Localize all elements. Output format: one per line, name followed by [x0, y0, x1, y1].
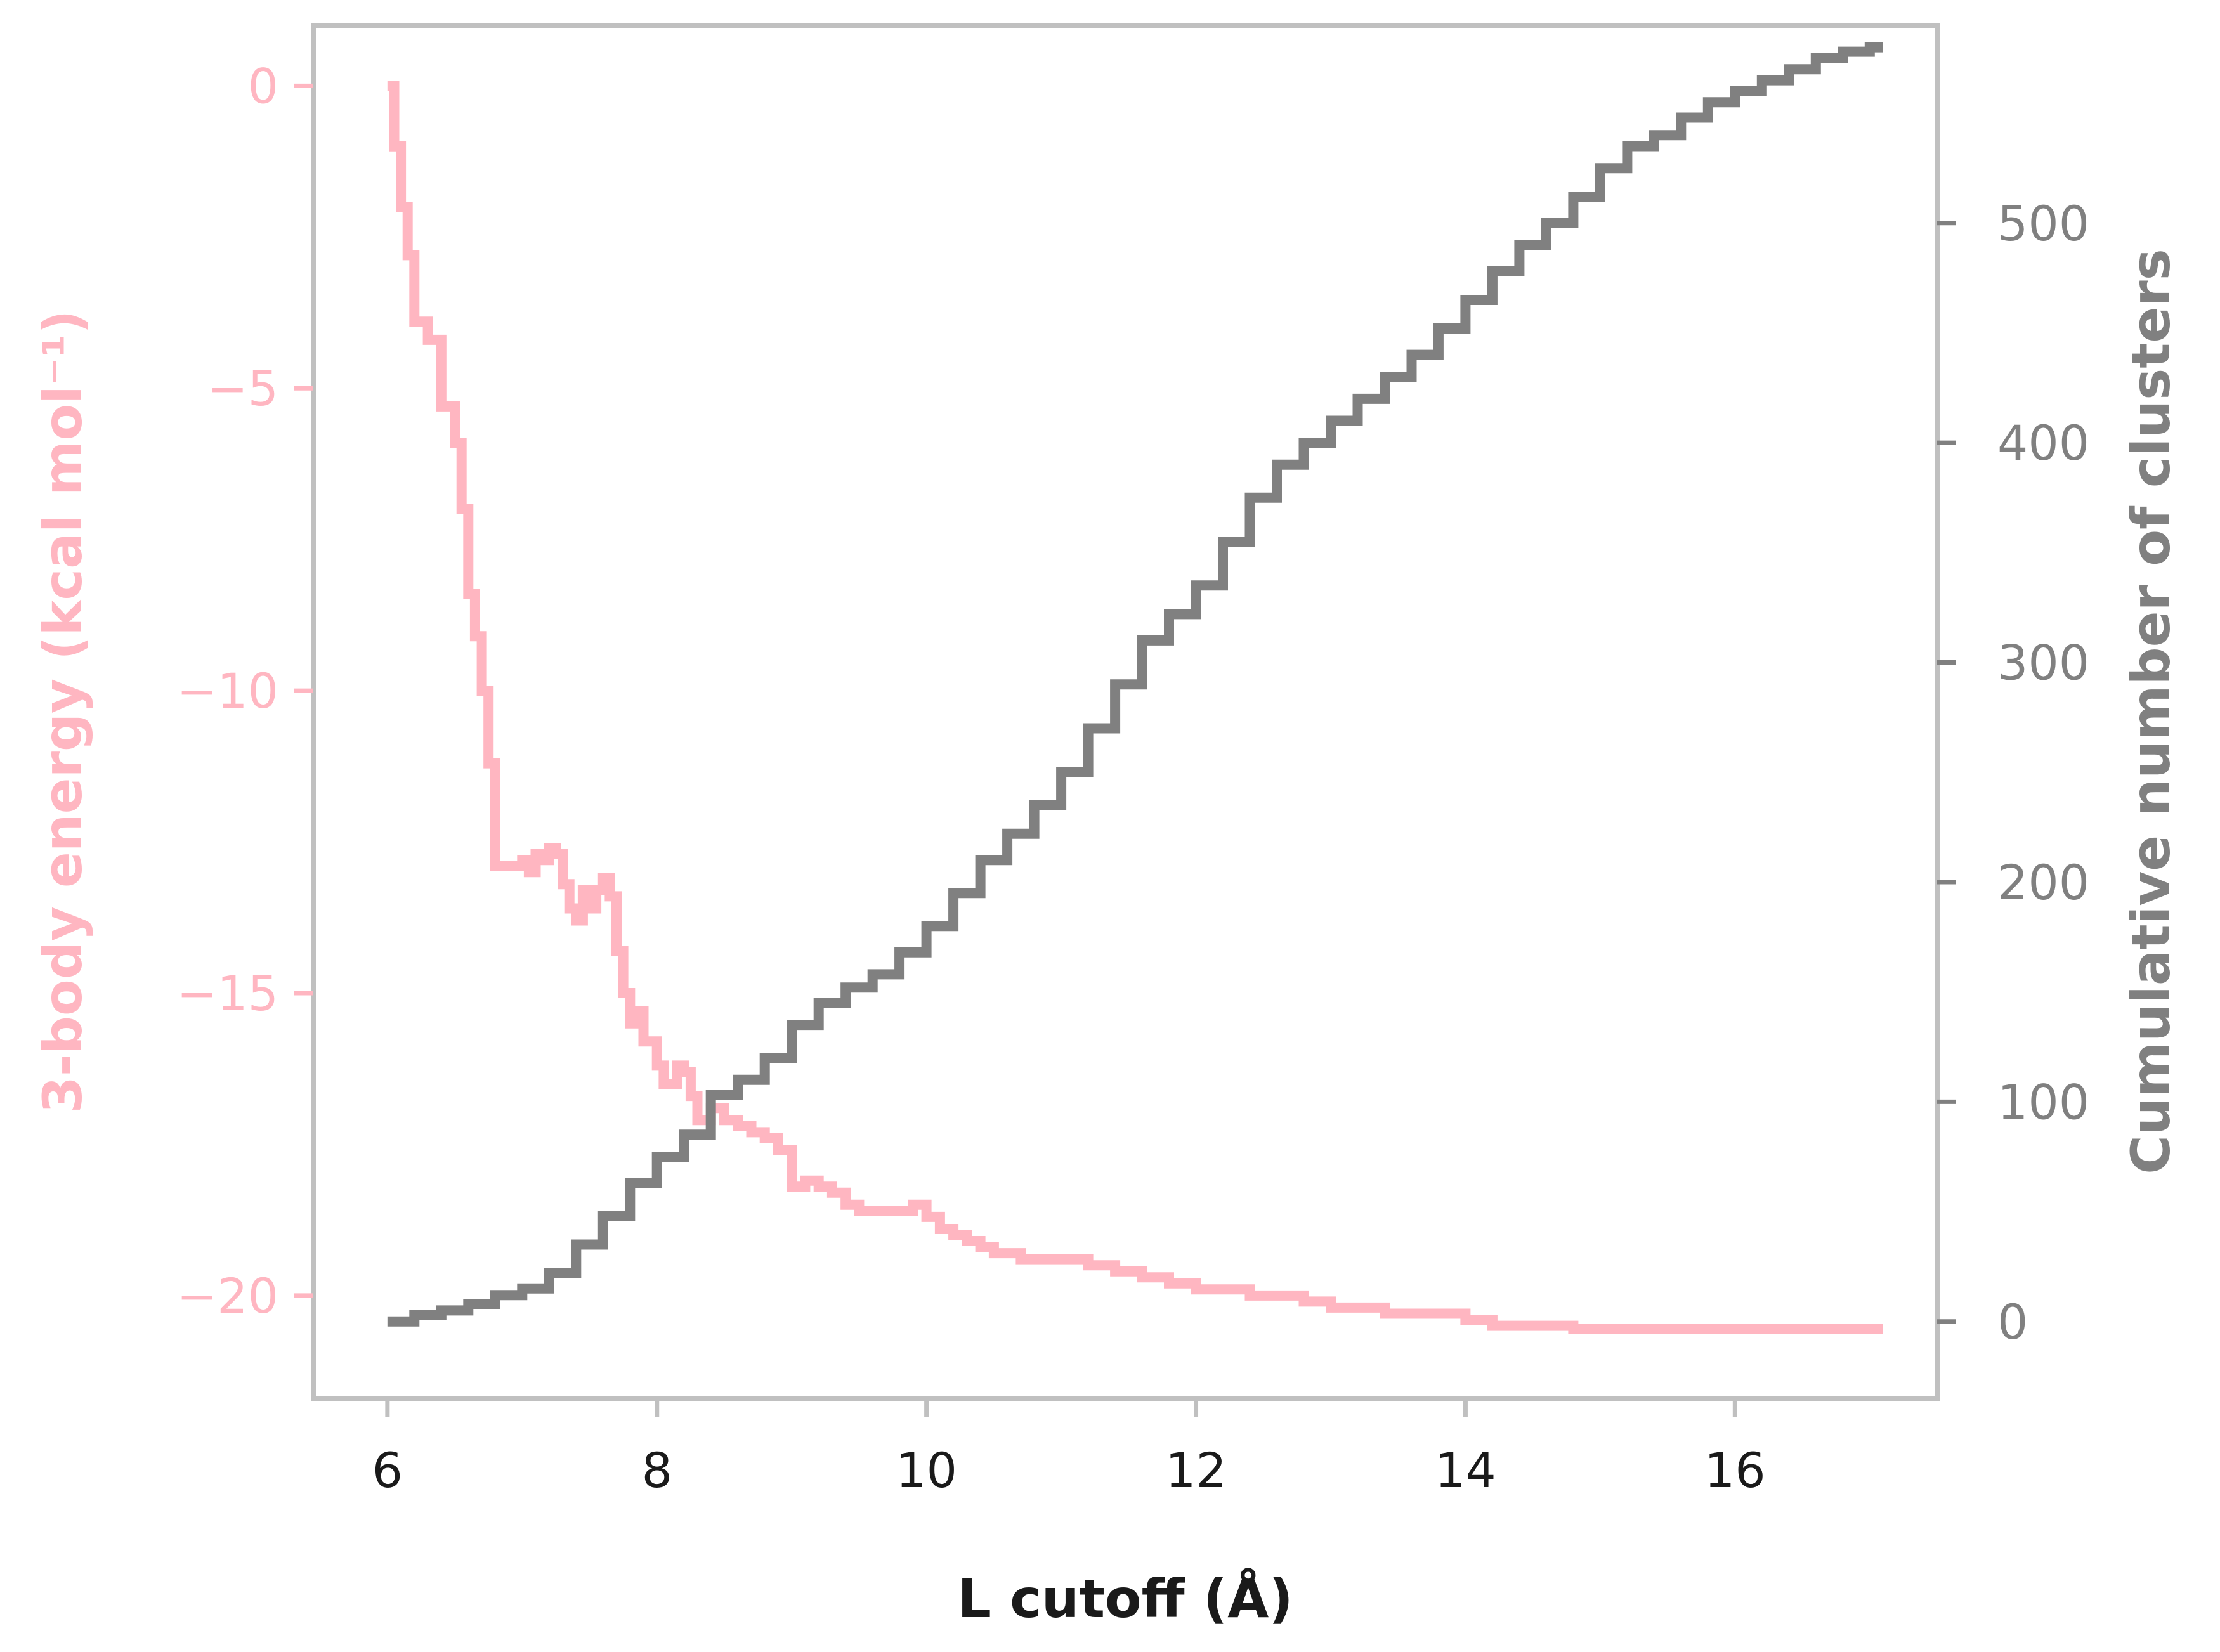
y-left-tick-label: −5: [207, 360, 278, 417]
x-tick-label: 16: [1704, 1442, 1766, 1499]
clusters-series-line: [387, 42, 1883, 1327]
y-right-tick-label: 200: [1997, 854, 2089, 911]
y-left-axis-title: 3-body energy (kcal mol⁻¹): [32, 310, 94, 1114]
x-axis-title: L cutoff (Å): [957, 1568, 1293, 1630]
y-right-tick-label: 500: [1997, 195, 2089, 252]
x-tick-label: 6: [372, 1442, 403, 1499]
plot-frame: [311, 23, 1940, 1401]
y-left-ticks-layer: 0 −5 −10 −15 −20: [177, 58, 313, 1324]
x-ticks-layer: 6 8 10 12 14 16: [372, 1398, 1766, 1499]
energy-series-line: [387, 81, 1883, 1334]
series-layer: [387, 42, 1883, 1334]
y-left-tick-label: 0: [248, 58, 278, 114]
y-left-tick-label: −20: [177, 1268, 278, 1324]
y-left-tick-label: −15: [177, 965, 278, 1022]
y-right-ticks-layer: 0 100 200 300 400 500: [1937, 195, 2089, 1350]
y-right-tick-label: 0: [1997, 1294, 2028, 1350]
y-left-tick-label: −10: [177, 663, 278, 719]
x-tick-label: 8: [642, 1442, 672, 1499]
y-right-tick-label: 100: [1997, 1074, 2089, 1130]
y-right-axis-title: Cumulative number of clusters: [2120, 249, 2182, 1174]
x-tick-label: 10: [896, 1442, 957, 1499]
x-tick-label: 14: [1435, 1442, 1496, 1499]
y-right-tick-label: 400: [1997, 415, 2089, 471]
y-right-tick-label: 300: [1997, 635, 2089, 691]
x-tick-label: 12: [1165, 1442, 1227, 1499]
